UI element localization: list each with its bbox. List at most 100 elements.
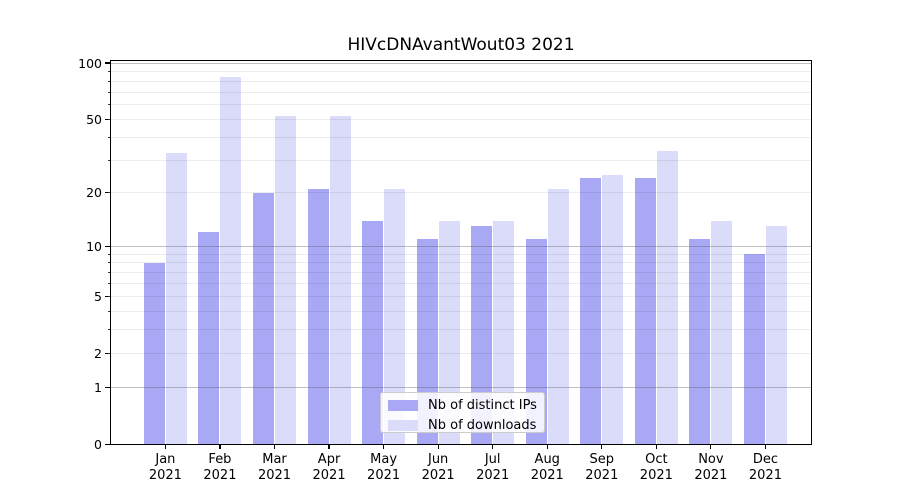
x-tick-label-sep: Sep 2021 xyxy=(585,452,619,483)
y-minortick-6 xyxy=(107,283,110,285)
gridline-minor-5 xyxy=(111,295,811,297)
legend: Nb of distinct IPs Nb of downloads xyxy=(380,392,545,433)
y-tick-label-20: 20 xyxy=(86,185,102,201)
y-minortick-8 xyxy=(107,262,110,264)
gridline-major-100 xyxy=(111,62,811,64)
x-tick-label-nov: Nov 2021 xyxy=(694,452,728,483)
bar-nb-of-downloads-mar xyxy=(275,116,296,444)
x-tick-label-dec: Dec 2021 xyxy=(748,452,782,483)
x-tick-jun xyxy=(437,445,439,449)
x-tick-label-jan: Jan 2021 xyxy=(148,452,182,483)
bar-nb-of-downloads-nov xyxy=(711,220,733,444)
bar-nb-of-distinct-ips-nov xyxy=(689,239,711,444)
y-minortick-60 xyxy=(107,104,110,106)
y-minortick-40 xyxy=(107,137,110,139)
bar-nb-of-distinct-ips-jul xyxy=(471,226,493,444)
y-minortick-90 xyxy=(107,71,110,73)
x-tick-label-jul: Jul 2021 xyxy=(476,452,510,483)
bar-nb-of-distinct-ips-apr xyxy=(307,188,329,444)
x-tick-feb xyxy=(219,445,221,449)
bar-nb-of-distinct-ips-sep xyxy=(580,178,602,444)
gridline-minor-40 xyxy=(111,137,811,139)
y-tick-20 xyxy=(104,192,110,194)
y-tick-label-50: 50 xyxy=(86,111,102,127)
y-tick-0 xyxy=(104,443,110,446)
y-minortick-70 xyxy=(107,91,110,93)
bar-nb-of-distinct-ips-mar xyxy=(253,192,274,444)
y-minortick-2 xyxy=(107,353,110,355)
y-tick-label-2: 2 xyxy=(94,346,102,362)
bar-nb-of-downloads-sep xyxy=(602,175,624,444)
bar-nb-of-downloads-apr xyxy=(329,116,351,444)
y-tick-label-5: 5 xyxy=(94,288,102,304)
bar-nb-of-distinct-ips-oct xyxy=(634,178,656,444)
y-minortick-9 xyxy=(107,253,110,255)
gridline-minor-6 xyxy=(111,283,811,285)
gridline-minor-9 xyxy=(111,253,811,255)
y-tick-2 xyxy=(104,353,110,355)
bar-nb-of-downloads-jul xyxy=(493,220,515,444)
gridline-minor-7 xyxy=(111,272,811,274)
y-minortick-3 xyxy=(107,329,110,331)
legend-label-downloads: Nb of downloads xyxy=(428,417,537,433)
gridline-minor-90 xyxy=(111,71,811,73)
gridline-minor-20 xyxy=(111,192,811,194)
y-minortick-30 xyxy=(107,160,110,162)
x-tick-label-feb: Feb 2021 xyxy=(203,452,237,483)
gridline-minor-80 xyxy=(111,80,811,82)
y-tick-1 xyxy=(104,386,110,388)
x-tick-mar xyxy=(273,445,276,449)
x-tick-dec xyxy=(764,445,767,449)
y-tick-label-100: 100 xyxy=(78,55,102,71)
y-tick-50 xyxy=(104,118,110,121)
gridline-minor-50 xyxy=(111,118,811,120)
x-tick-apr xyxy=(328,445,330,449)
gridline-minor-70 xyxy=(111,91,811,93)
gridline-minor-60 xyxy=(111,104,811,106)
legend-label-distinct-ips: Nb of distinct IPs xyxy=(428,397,537,413)
y-minortick-5 xyxy=(107,295,110,297)
x-tick-jan xyxy=(164,445,166,449)
gridline-minor-8 xyxy=(111,262,811,264)
gridline-minor-4 xyxy=(111,310,811,312)
legend-item-downloads: Nb of downloads xyxy=(388,418,536,434)
y-tick-label-1: 1 xyxy=(94,379,102,395)
bar-nb-of-distinct-ips-feb xyxy=(198,232,220,444)
legend-swatch-distinct-ips xyxy=(388,400,418,411)
x-tick-label-may: May 2021 xyxy=(367,452,401,483)
bar-nb-of-downloads-oct xyxy=(656,150,678,444)
bar-nb-of-distinct-ips-jan xyxy=(143,262,165,444)
x-tick-aug xyxy=(546,445,548,449)
y-tick-100 xyxy=(104,62,110,64)
bar-nb-of-downloads-feb xyxy=(220,77,242,444)
y-minortick-4 xyxy=(107,310,110,312)
gridline-major-10 xyxy=(111,245,811,247)
bar-nb-of-downloads-dec xyxy=(765,226,787,444)
y-minortick-7 xyxy=(107,272,110,274)
x-tick-label-apr: Apr 2021 xyxy=(312,452,346,483)
legend-swatch-downloads xyxy=(388,420,418,431)
gridline-minor-30 xyxy=(111,160,811,162)
bar-nb-of-downloads-jan xyxy=(165,153,187,444)
x-tick-nov xyxy=(710,445,712,449)
x-tick-label-oct: Oct 2021 xyxy=(639,452,673,483)
gridline-major-1 xyxy=(111,386,811,388)
y-tick-label-0: 0 xyxy=(94,437,102,452)
y-tick-5 xyxy=(104,295,110,297)
y-minortick-50 xyxy=(107,118,110,120)
bar-nb-of-downloads-aug xyxy=(547,188,569,444)
bar-nb-of-downloads-may xyxy=(384,188,406,444)
y-minortick-80 xyxy=(107,80,110,82)
bar-nb-of-downloads-jun xyxy=(438,220,460,444)
x-tick-may xyxy=(383,445,385,449)
gridline-minor-2 xyxy=(111,353,811,355)
chart-title: HIVcDNAvantWout03 2021 xyxy=(347,35,575,55)
x-tick-label-aug: Aug 2021 xyxy=(530,452,564,483)
y-tick-label-10: 10 xyxy=(86,238,102,254)
x-tick-sep xyxy=(601,445,603,449)
x-tick-jul xyxy=(492,445,494,449)
x-tick-label-mar: Mar 2021 xyxy=(257,452,292,483)
y-minortick-20 xyxy=(107,192,110,194)
legend-item-distinct-ips: Nb of distinct IPs xyxy=(388,397,537,414)
